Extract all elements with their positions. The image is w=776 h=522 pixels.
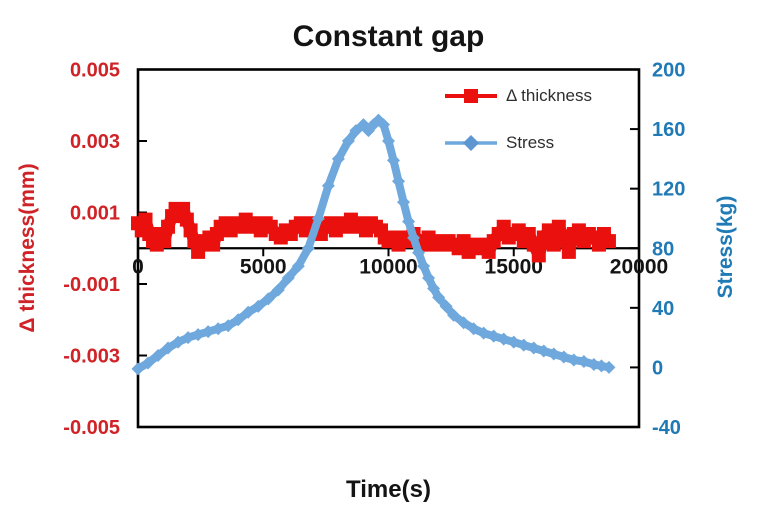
thickness-series-markers: [131, 201, 616, 263]
legend-item-thickness: Δ thickness: [443, 84, 592, 108]
x-tick-label: 0: [132, 255, 144, 278]
right-tick-label: 0: [652, 357, 663, 379]
right-tick-label: 200: [652, 60, 685, 82]
right-tick-label: 80: [652, 238, 674, 260]
right-tick-label: 160: [652, 119, 685, 141]
chart-title: Constant gap: [292, 20, 485, 53]
left-tick-label: -0.001: [63, 274, 120, 296]
left-tick-label: -0.003: [63, 346, 120, 368]
left-tick-label: -0.005: [63, 417, 120, 439]
legend-diamond-marker: [445, 135, 497, 151]
legend-label-stress: Stress: [506, 133, 555, 152]
x-tick-label: 10000: [359, 255, 417, 278]
right-tick-label: 40: [652, 298, 674, 320]
legend: Δ thickness Stress: [443, 84, 592, 178]
legend-label-thickness: Δ thickness: [506, 86, 593, 105]
right-tick-label: -40: [652, 417, 681, 439]
x-tick-label: 15000: [485, 255, 543, 278]
x-axis-title: Time(s): [346, 476, 431, 503]
left-axis-title: Δ thickness(mm): [16, 163, 39, 333]
left-tick-label: 0.001: [70, 203, 120, 225]
x-tick-label: 5000: [240, 255, 287, 278]
legend-square-marker: [445, 89, 497, 103]
legend-item-stress: Stress: [443, 131, 592, 155]
left-tick-label: 0.003: [70, 131, 120, 153]
right-tick-label: 120: [652, 179, 685, 201]
left-tick-label: 0.005: [70, 60, 120, 82]
right-axis-title: Stress(kg): [714, 195, 737, 299]
x-tick-label: 20000: [610, 255, 668, 278]
